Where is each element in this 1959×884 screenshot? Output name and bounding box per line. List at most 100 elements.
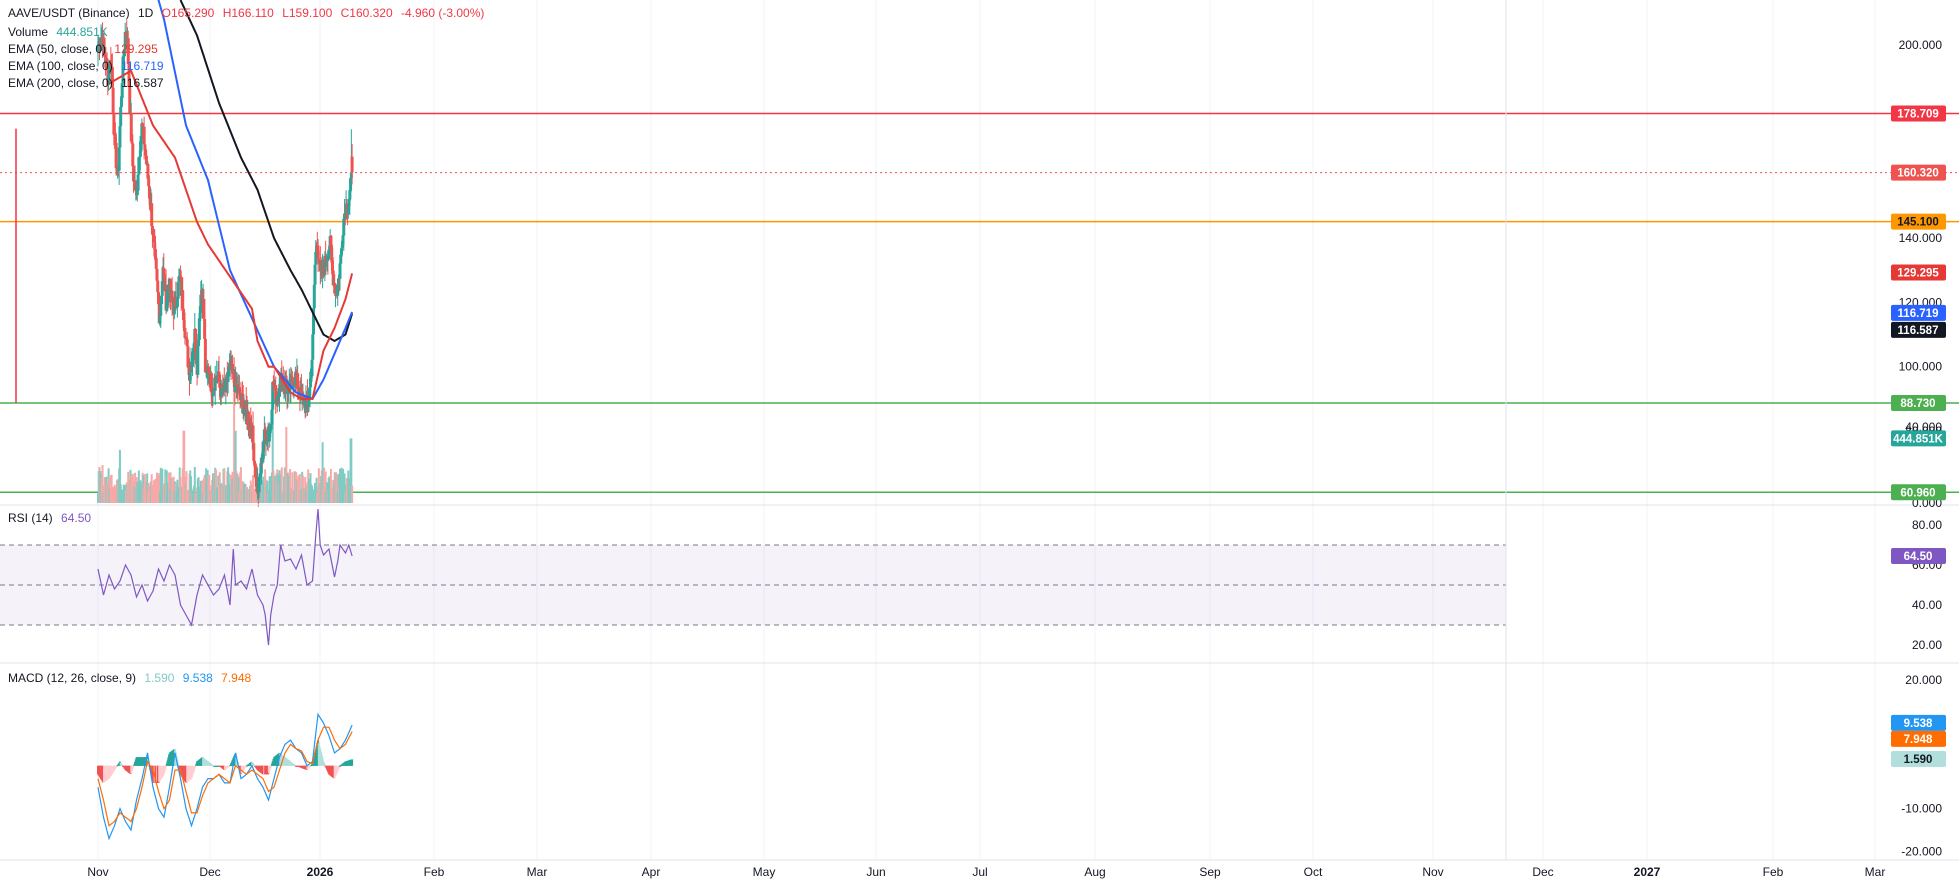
time-axis-label: Jul [972,865,987,879]
rsi-tick-label: 40.00 [1912,598,1942,612]
rsi-pane [0,508,1506,646]
candle-body [334,289,338,295]
signal-badge [1891,730,1946,747]
ema200-value: 116.587 [121,76,164,90]
candle-body [264,430,268,441]
candle-body [237,387,241,389]
time-axis-label: Nov [1422,865,1443,879]
volume-bar [280,467,283,503]
candle-body [157,292,160,304]
ema-badge [1891,264,1946,281]
candle-body [274,399,278,405]
ohlc-low: L159.100 [282,6,333,20]
candle-body [323,255,327,276]
candle-body [188,371,192,381]
signal-badge-label: 7.948 [1904,734,1933,746]
candle-body [109,61,113,67]
candle-body [171,302,175,310]
candle-body [249,423,253,431]
volume-bar [172,476,175,503]
volume-bar [110,474,113,503]
level-badge [1891,105,1946,122]
candle-body [337,278,341,280]
time-axis-label: Sep [1199,865,1221,879]
candle-body [110,66,114,68]
candle-body [99,37,103,44]
candle-body [164,284,168,311]
volume-bar [343,473,346,503]
ema50-label[interactable]: EMA (50, close, 0) [8,42,107,56]
candle-body [259,473,263,477]
candle-body [224,379,228,391]
volume-bar [197,477,200,503]
macd-badge-label: 9.538 [1904,718,1933,730]
ema-badge-label: 116.587 [1898,325,1939,337]
macd-tick-label: -10.000 [1901,802,1942,816]
volume-bar [233,377,236,503]
candle-body [339,254,343,264]
axis-badges: 178.709 145.100 88.730 60.960 160.320 129.295… [1891,105,1946,767]
rsi-label[interactable]: RSI (14) [8,511,53,525]
candle-body [268,429,272,431]
rsi-line [97,508,353,646]
rsi-tick-label: 20.00 [1912,638,1942,652]
candle-body [278,391,281,397]
level-badge-label: 178.709 [1897,109,1939,121]
candle-body [139,135,143,151]
candle-body [270,409,274,425]
ema200-line [179,0,354,343]
candle-body [155,268,159,281]
macd-histogram-bar [228,765,231,767]
candle-body [129,113,133,142]
macd-legend: MACD (12, 26, close, 9) 1.590 9.538 7.94… [8,671,256,685]
ema100-label[interactable]: EMA (100, close, 0) [8,59,113,73]
candle-body [117,147,121,171]
candle-body [152,235,156,243]
ema200-legend: EMA (200, close, 0) 116.587 [8,76,169,90]
candle-body [98,43,102,49]
candle-body [327,251,331,260]
candle-body [160,281,164,296]
volume-label[interactable]: Volume [8,25,49,39]
candle-body [150,226,154,235]
macd-histogram-bar [351,759,354,766]
rsi-legend: RSI (14) 64.50 [8,511,96,525]
ohlc-change: -4.960 (-3.00%) [401,6,485,20]
candle-body [177,276,181,283]
ema200-label[interactable]: EMA (200, close, 0) [8,76,113,90]
macd-hist-badge [1891,750,1946,767]
candle-body [329,236,333,249]
candle-body [163,274,167,291]
candle-body [238,388,242,397]
volume-bar [351,485,354,503]
price-tick-label: 140.000 [1899,231,1943,245]
candle-body [159,304,163,316]
volume-bar [143,474,146,503]
candle-body [307,399,311,408]
time-axis[interactable]: Nov Dec 2026 Feb Mar Apr May Jun Jul Aug Sep Oct Nov… [87,865,1885,879]
volume-bar [304,477,307,503]
volume-bar [214,469,217,503]
macd-histogram-bar [194,765,197,767]
symbol-name[interactable]: AAVE/USDT (Binance) [8,6,130,20]
ema-lines [108,0,354,401]
candle-body [290,376,294,383]
candle-body [340,248,344,255]
candle-body [296,373,300,389]
macd-label[interactable]: MACD (12, 26, close, 9) [8,671,137,685]
candle-body [169,279,173,295]
pane-separators[interactable] [0,0,1959,861]
candle-body [312,308,316,335]
level-badge-label: 60.960 [1900,487,1935,499]
candle-body [227,368,231,377]
candle-body [281,380,285,386]
candle-body [274,385,278,405]
ema-badge [1891,321,1946,338]
candle-body [242,409,246,414]
volume-bar [350,438,353,503]
volume-bar [323,467,326,503]
volume-bar [342,468,345,503]
candle-body [111,87,115,113]
macd-tick-label: 20.000 [1905,673,1942,687]
